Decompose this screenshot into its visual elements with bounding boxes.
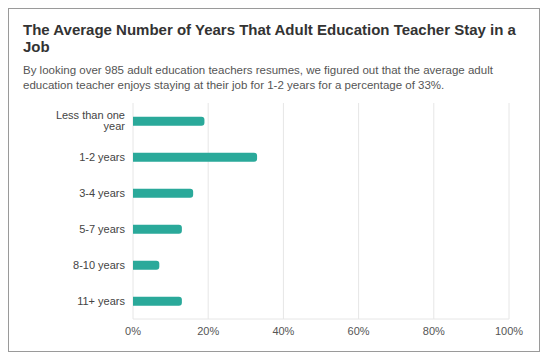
svg-text:80%: 80% [423,325,445,337]
svg-text:60%: 60% [348,325,370,337]
svg-text:20%: 20% [197,325,219,337]
svg-text:1-2 years: 1-2 years [79,151,125,163]
svg-text:40%: 40% [272,325,294,337]
html-text:By looking over 985 adult educ: By looking over 985 adult education teac… [23,64,493,91]
html-text:The Average Number of Years Th: The Average Number of Years That Adult E… [23,21,516,55]
svg-text:11+ years: 11+ years [77,295,125,307]
svg-text:5-7 years: 5-7 years [79,223,125,235]
svg-text:3-4 years: 3-4 years [79,187,125,199]
svg-text:8-10 years: 8-10 years [73,259,125,271]
svg-text:0%: 0% [125,325,141,337]
svg-text:100%: 100% [495,325,523,337]
svg-text:Less than oneyear: Less than oneyear [56,109,125,132]
